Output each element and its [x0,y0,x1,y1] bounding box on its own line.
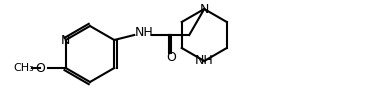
Text: N: N [199,2,209,16]
Text: CH₃: CH₃ [14,63,34,73]
Text: NH: NH [135,25,154,39]
Text: NH: NH [195,54,214,68]
Text: O: O [35,62,45,74]
Text: N: N [61,33,70,47]
Text: O: O [166,51,176,63]
